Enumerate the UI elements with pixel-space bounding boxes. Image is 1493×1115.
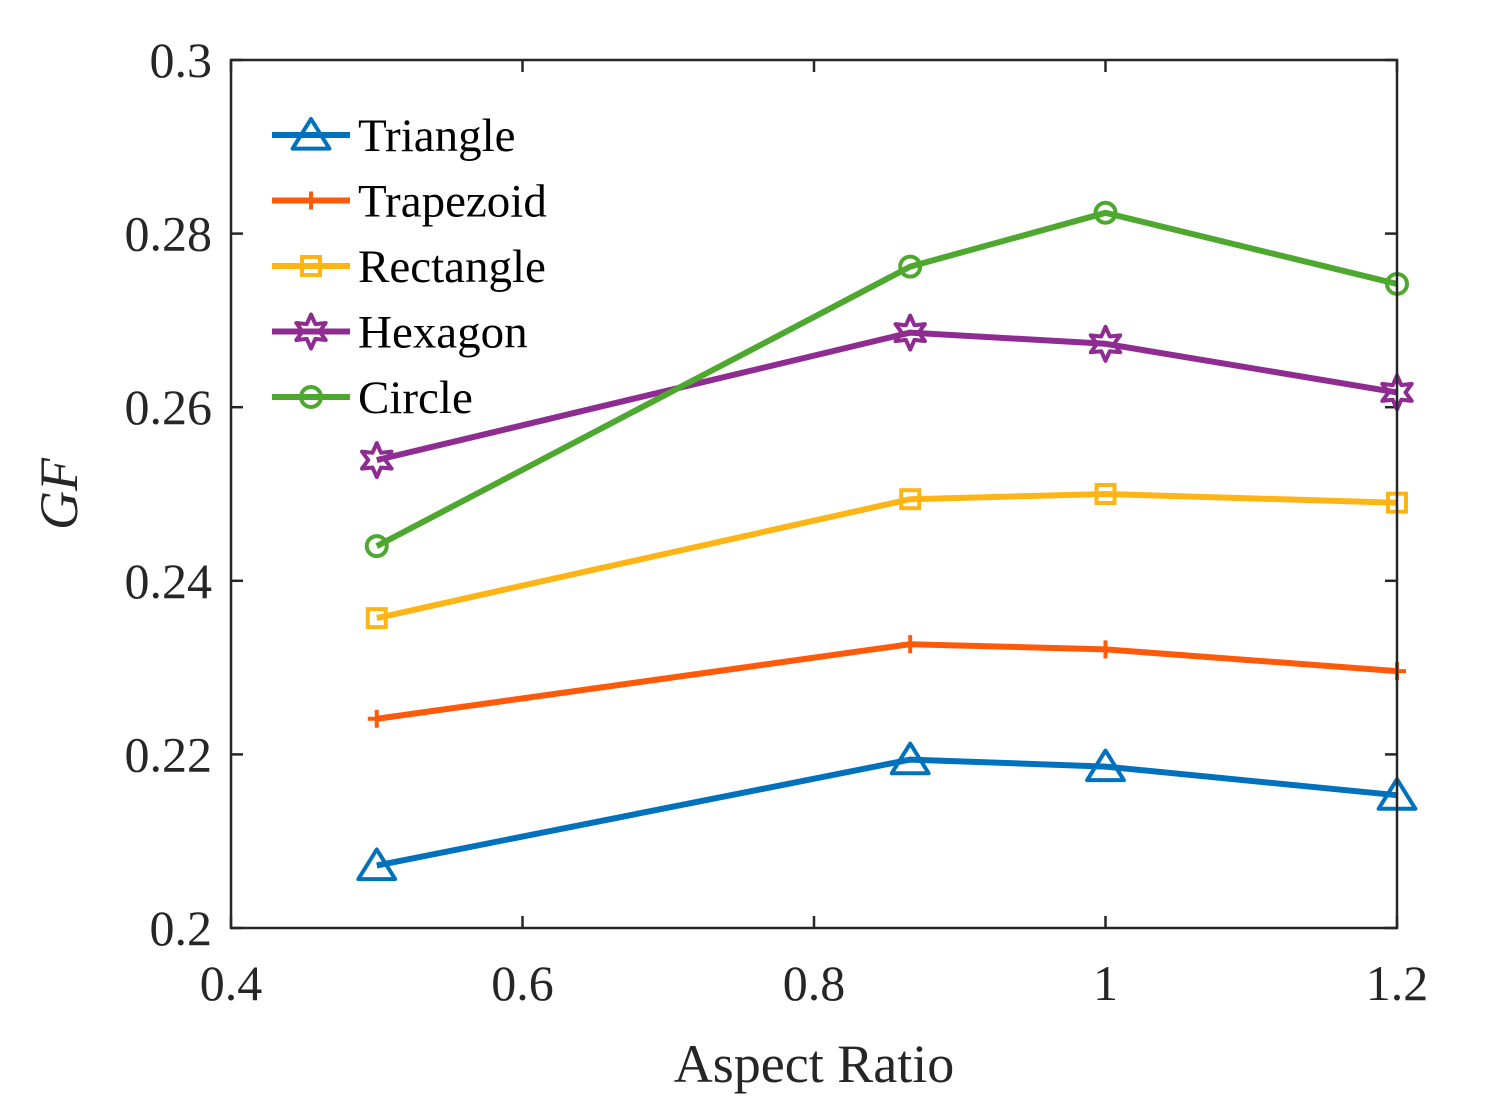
data-point-hexagon bbox=[1088, 324, 1123, 363]
legend-label-circle: Circle bbox=[358, 372, 473, 424]
x-tick-label: 0.8 bbox=[783, 955, 846, 1011]
data-point-trapezoid bbox=[1096, 640, 1115, 659]
y-tick-label: 0.3 bbox=[150, 32, 213, 88]
series-line-rectangle bbox=[376, 491, 1398, 622]
series-line-hexagon bbox=[376, 329, 1398, 464]
legend-marker-hexagon bbox=[294, 312, 328, 351]
x-tick-label: 0.4 bbox=[200, 955, 263, 1011]
legend-label-hexagon: Hexagon bbox=[358, 307, 528, 359]
legend: Triangle Trapezoid Rectangle Hexagon Circle bbox=[272, 110, 547, 424]
data-point-trapezoid bbox=[367, 709, 386, 728]
x-tick-label: 1 bbox=[1093, 955, 1118, 1011]
legend-label-trapezoid: Trapezoid bbox=[358, 176, 547, 228]
data-point-circle bbox=[364, 534, 389, 559]
x-tick-label: 1.2 bbox=[1366, 955, 1429, 1011]
legend-label-rectangle: Rectangle bbox=[358, 241, 546, 293]
legend-marker-rectangle bbox=[300, 255, 322, 277]
plot-frame bbox=[229, 58, 1399, 930]
axis-ticks: 0.4 0.6 0.8 1 1.2 0.2 0.22 0.24 0.26 0.28 0.3 bbox=[125, 32, 1429, 1011]
y-tick-label: 0.22 bbox=[125, 726, 213, 782]
data-point-circle bbox=[898, 254, 923, 279]
data-point-triangle bbox=[356, 847, 398, 882]
legend-marker-circle bbox=[299, 385, 323, 409]
data-point-triangle bbox=[889, 741, 931, 776]
data-point-triangle bbox=[1085, 748, 1126, 783]
y-tick-label: 0.2 bbox=[150, 900, 213, 956]
y-tick-label: 0.24 bbox=[125, 553, 213, 609]
legend-marker-trapezoid bbox=[302, 191, 320, 210]
data-point-circle bbox=[1093, 200, 1118, 225]
data-point-rectangle bbox=[365, 607, 388, 630]
y-axis-title: GF bbox=[29, 457, 89, 530]
y-tick-label: 0.26 bbox=[125, 379, 213, 435]
x-tick-label: 0.6 bbox=[491, 955, 554, 1011]
series-group bbox=[356, 200, 1418, 882]
data-point-hexagon bbox=[360, 441, 394, 480]
data-point-rectangle bbox=[899, 488, 922, 511]
series-line-trapezoid bbox=[376, 641, 1398, 722]
data-point-hexagon bbox=[893, 313, 927, 352]
data-point-rectangle bbox=[1094, 483, 1117, 505]
legend-label-triangle: Triangle bbox=[358, 110, 516, 162]
data-point-trapezoid bbox=[901, 635, 920, 654]
x-axis-title: Aspect Ratio bbox=[674, 1034, 954, 1094]
series-line-circle bbox=[375, 209, 1398, 549]
y-tick-label: 0.28 bbox=[125, 206, 213, 262]
legend-marker-triangle bbox=[290, 117, 332, 151]
series-line-triangle bbox=[376, 756, 1398, 869]
